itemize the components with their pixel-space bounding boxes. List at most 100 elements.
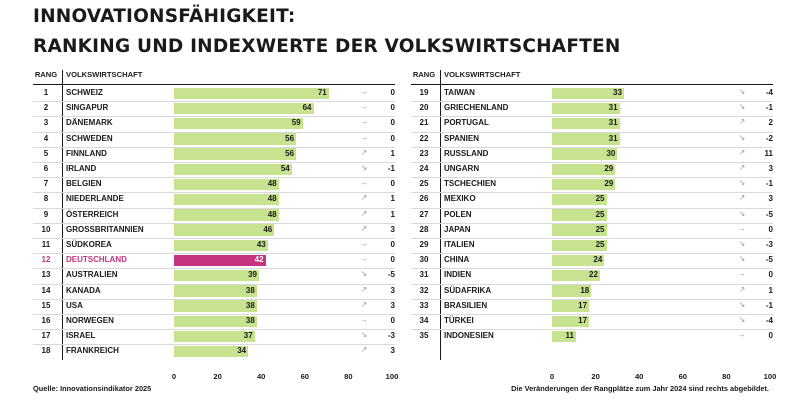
arrow-right-icon: → (360, 315, 368, 324)
arrow-up-right-icon: ↗ (360, 284, 368, 294)
rank-label: 6 (43, 164, 49, 173)
rank-change-label: 3 (390, 346, 395, 356)
bar (174, 315, 257, 327)
rank-label: 31 (419, 270, 429, 280)
rank-label: 8 (43, 194, 49, 204)
table-row: 24 UNGARN 29 ↗ 3 (411, 162, 773, 177)
row-separator (33, 116, 395, 118)
country-label: ISRAEL (66, 331, 96, 341)
rank-change-label: 1 (390, 148, 395, 158)
table-row: 25 TSCHECHIEN 29 ↘ -1 (411, 177, 773, 192)
x-tick-label: 20 (213, 372, 222, 381)
table-row: 34 TÜRKEI 17 ↘ -4 (411, 314, 773, 329)
row-separator (33, 329, 395, 331)
rank-label: 23 (419, 148, 429, 158)
bar (552, 102, 620, 115)
rank-label: 19 (419, 88, 429, 97)
row-separator (411, 238, 773, 239)
table-row: 3 DÄNEMARK 59 → 0 (33, 116, 395, 131)
data-label: 71 (317, 88, 327, 97)
table-row: 22 SPANIEN 31 ↘ -2 (411, 132, 773, 147)
row-separator (411, 131, 773, 133)
bar (552, 285, 592, 297)
table-row: 26 MEXIKO 25 ↗ 3 (411, 192, 773, 207)
table-row: 2 SINGAPUR 64 → 0 (33, 101, 395, 116)
rank-change-label: -1 (387, 164, 395, 173)
row-separator (33, 131, 395, 133)
table-row: 19 TAIWAN 33 ↘ -4 (411, 86, 773, 101)
data-label: 54 (280, 164, 290, 173)
country-label: ÖSTERREICH (66, 209, 119, 219)
rank-change-label: 0 (768, 331, 773, 341)
arrow-up-right-icon: ↗ (360, 223, 368, 233)
table-row: 14 KANADA 38 ↗ 3 (33, 284, 395, 299)
country-label: FRANKREICH (66, 346, 119, 356)
x-axis: 0 20 40 60 80 100 (411, 372, 776, 384)
rank-change-label: -1 (765, 103, 773, 113)
arrow-down-right-icon: ↘ (738, 102, 746, 112)
arrow-down-right-icon: ↘ (360, 163, 368, 172)
arrow-up-right-icon: ↗ (738, 163, 746, 172)
rank-label: 16 (41, 316, 51, 325)
arrow-down-right-icon: ↘ (738, 87, 746, 96)
data-label: 25 (595, 224, 605, 234)
country-label: CHINA (444, 255, 470, 265)
table-row: 27 POLEN 25 ↘ -5 (411, 208, 773, 223)
data-label: 48 (267, 209, 277, 219)
row-separator (411, 329, 773, 331)
bar (552, 133, 620, 145)
rank-change-label: -5 (765, 255, 773, 265)
data-label: 31 (608, 118, 618, 128)
bar (174, 133, 297, 145)
arrow-down-right-icon: ↘ (738, 239, 746, 248)
rank-change-label: 3 (768, 194, 773, 204)
arrow-right-icon: → (738, 330, 746, 340)
rank-column-header: RANG (412, 70, 436, 79)
row-separator (411, 207, 773, 209)
country-label: POLEN (444, 209, 472, 219)
rank-label: 5 (43, 148, 49, 158)
rank-label: 29 (419, 240, 429, 249)
bar (174, 269, 260, 282)
rank-label: 4 (43, 133, 49, 143)
table-row: 31 INDIEN 22 → 0 (411, 268, 773, 283)
rank-change-label: -4 (765, 316, 773, 325)
country-label: KANADA (66, 285, 101, 295)
row-separator (411, 146, 773, 148)
country-label: ITALIEN (444, 240, 475, 249)
arrow-right-icon: → (738, 223, 746, 233)
rank-label: 18 (41, 346, 51, 356)
bar (174, 300, 257, 312)
arrow-down-right-icon: ↘ (738, 299, 746, 309)
bar (174, 102, 314, 115)
row-separator (411, 116, 773, 118)
chart-title-line1: INNOVATIONSFÄHIGKEIT: (33, 6, 296, 27)
rank-change-label: 3 (768, 164, 773, 173)
table-row: 35 INDONESIEN 11 → 0 (411, 329, 773, 344)
table-row: 13 AUSTRALIEN 39 ↘ -5 (33, 268, 395, 283)
rank-change-label: 0 (390, 88, 395, 97)
rank-label: 34 (419, 316, 429, 325)
rank-change-label: -5 (387, 270, 395, 280)
data-label: 29 (604, 179, 614, 189)
rank-change-label: -1 (765, 179, 773, 189)
table-row: 23 RUSSLAND 30 ↗ 11 (411, 147, 773, 162)
x-tick-label: 100 (385, 372, 399, 381)
row-separator (33, 177, 395, 179)
country-label: NIEDERLANDE (66, 194, 124, 204)
arrow-up-right-icon: ↗ (360, 345, 368, 355)
row-separator (411, 268, 773, 270)
rank-divider (62, 70, 63, 360)
rank-label: 14 (41, 285, 51, 295)
rank-label: 15 (41, 300, 51, 310)
data-label: 56 (285, 148, 295, 158)
rank-change-label: 1 (390, 209, 395, 219)
arrow-up-right-icon: ↗ (738, 284, 746, 294)
arrow-right-icon: → (360, 87, 368, 96)
rank-divider (440, 70, 441, 360)
rank-label: 25 (419, 179, 429, 189)
table-row: 4 SCHWEDEN 56 → 0 (33, 132, 395, 147)
rank-change-label: 11 (764, 148, 773, 158)
arrow-down-right-icon: ↘ (738, 208, 746, 218)
data-label: 39 (248, 270, 258, 280)
